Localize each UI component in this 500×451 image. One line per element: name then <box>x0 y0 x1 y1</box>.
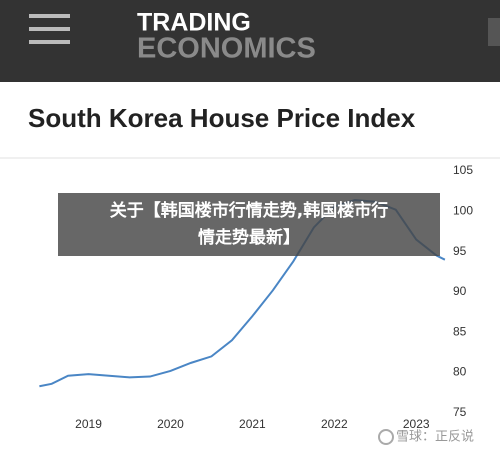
x-tick-label: 2019 <box>75 417 102 431</box>
x-tick-label: 2021 <box>239 417 266 431</box>
plot: 75 80 85 90 95 100 105 2019 2020 2021 2022 2023 <box>39 163 473 431</box>
y-tick-label: 95 <box>453 244 467 258</box>
x-tick-label: 2020 <box>157 417 184 431</box>
y-tick-label: 105 <box>453 163 473 177</box>
menu-icon[interactable] <box>29 14 70 44</box>
y-tick-label: 80 <box>453 365 467 379</box>
overlay-text: 关于【韩国楼市行情走势,韩国楼市行 <box>110 200 388 221</box>
overlay-banner <box>58 193 440 256</box>
x-tick-label: 2022 <box>321 417 348 431</box>
y-tick-label: 75 <box>453 405 467 419</box>
logo[interactable]: TRADING <box>137 9 251 37</box>
y-tick-label: 90 <box>453 284 467 298</box>
top-bar <box>0 0 500 82</box>
overlay-text: 情走势最新】 <box>198 227 300 248</box>
watermark-icon <box>378 429 394 445</box>
chart-title: South Korea House Price Index <box>28 103 416 133</box>
x-tick-label: 2023 <box>403 417 430 431</box>
watermark: 雪球：正反说 <box>396 430 474 445</box>
search-button[interactable] <box>488 18 500 46</box>
y-tick-label: 100 <box>453 204 473 218</box>
y-tick-label: 85 <box>453 324 467 338</box>
logo[interactable]: ECONOMICS <box>137 33 316 65</box>
